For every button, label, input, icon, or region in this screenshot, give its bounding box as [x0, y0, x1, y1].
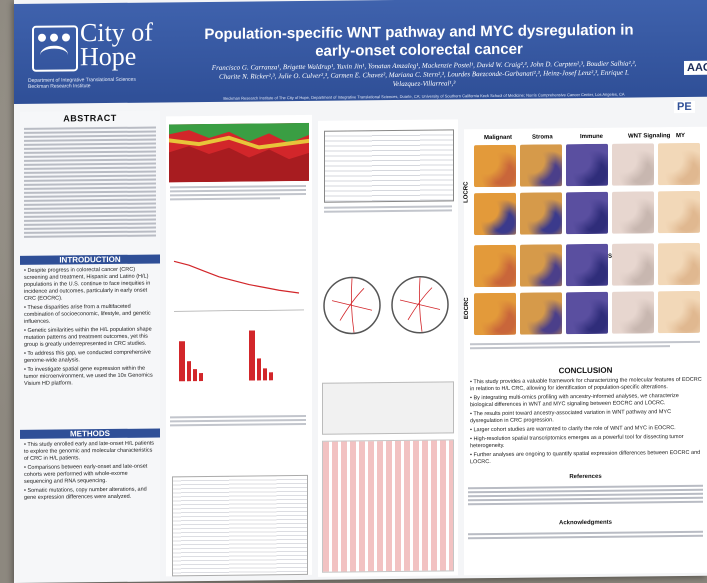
aacr-logo: AAC [684, 60, 707, 75]
methods-bullet: • Comparisons between early-onset and la… [24, 463, 148, 485]
column-spatial: Malignant Stroma Immune WNT Signaling MY LOC… [463, 126, 707, 576]
mutation-lollipop-figure [173, 260, 304, 312]
spatial-tissue-grid [474, 142, 707, 341]
spatial-column-label: MY [676, 132, 685, 140]
intro-bullet: • To investigate spatial gene expression… [24, 365, 153, 387]
tissue-tile [566, 143, 608, 187]
methods-bullet: • This study enrolled early and late-ons… [24, 440, 155, 462]
pe-logo: PE [674, 100, 695, 114]
introduction-bullets: • Despite progress in colorectal cancer … [24, 267, 156, 428]
column-left: ABSTRACT INTRODUCTION • Despite progress… [20, 110, 160, 582]
tissue-tile [520, 244, 562, 287]
tissue-tile [612, 291, 654, 334]
spatial-column-label: WNT Signaling [628, 133, 671, 140]
pathway-diagram [322, 381, 454, 435]
conclusion-heading: CONCLUSION [464, 364, 707, 377]
author-list: Francisco G. Carranza¹, Brigette Waldrup… [211, 59, 637, 89]
family-figures-icon [32, 25, 78, 72]
tissue-tile [566, 191, 608, 235]
tissue-tile [658, 290, 700, 334]
gene-heatmap-table [322, 439, 454, 573]
conclusion-bullet: • By integrating multi-omics profiling w… [470, 393, 679, 409]
methods-heading: METHODS [20, 428, 160, 439]
tissue-tile [566, 243, 608, 287]
spatial-column-label: Malignant [484, 134, 512, 142]
tissue-tile [520, 192, 562, 235]
row-label-eocrc: EOCRC [463, 297, 470, 320]
intro-bullet: • To address this gap, we conducted comp… [24, 349, 151, 364]
abstract-text [24, 125, 156, 240]
tissue-tile [658, 190, 700, 234]
logo-department: Department of Integrative Translational … [28, 76, 136, 90]
tissue-tile [612, 191, 654, 234]
methods-bullets: • This study enrolled early and late-ons… [24, 441, 156, 580]
introduction-heading: INTRODUCTION [20, 254, 160, 265]
research-poster: City of Hope Department of Integrative T… [14, 0, 707, 583]
spatial-column-label: Stroma [532, 134, 553, 141]
row-label-locrc: LOCRC [463, 181, 470, 203]
logo-wordmark: City of Hope [80, 17, 153, 72]
conclusion-bullet: • High-resolution spatial transcriptomic… [470, 433, 684, 450]
intro-bullet: • Genetic similarities within the H/L po… [24, 326, 152, 348]
column-figures-2 [318, 119, 458, 577]
column-figures-1 [166, 114, 312, 577]
spatial-column-label: Immune [580, 133, 604, 141]
acknowledgments-text [468, 529, 703, 541]
poster-header: City of Hope Department of Integrative T… [14, 0, 707, 105]
conclusion-bullet: • The results point toward ancestry-asso… [470, 409, 672, 425]
conclusion-bullet: • Larger cohort studies are warranted to… [470, 425, 676, 434]
summary-table [324, 129, 454, 203]
intro-bullet: • These disparities arise from a multifa… [24, 303, 151, 325]
tissue-tile [474, 244, 516, 288]
tissue-tile [474, 292, 516, 336]
tissue-tile [474, 192, 516, 236]
tissue-tile [658, 242, 700, 286]
tissue-tile [520, 144, 562, 187]
conclusion-bullet: • Further analyses are ongoing to quanti… [470, 449, 701, 466]
methods-bullet: • Somatic mutations, copy number alterat… [24, 486, 147, 501]
conclusion-bullet: • This study provides a valuable framewo… [470, 376, 702, 393]
intro-bullet: • Despite progress in colorectal cancer … [24, 266, 151, 302]
city-of-hope-logo: City of Hope Department of Integrative T… [24, 14, 169, 101]
conclusion-bullets: • This study provides a valuable framewo… [470, 377, 703, 471]
poster-title: Population-specific WNT pathway and MYC … [204, 21, 634, 60]
tissue-tile [566, 291, 608, 335]
acknowledgments-heading: Acknowledgments [464, 518, 707, 528]
tissue-tile [612, 243, 654, 286]
references-text [468, 483, 703, 507]
tissue-tile [474, 144, 516, 188]
references-heading: References [464, 472, 707, 482]
circos-plots [323, 275, 449, 335]
abstract-heading: ABSTRACT [63, 112, 117, 124]
heatmap-figure [169, 122, 309, 183]
mutation-frequency-bars [179, 330, 273, 382]
tissue-tile [520, 292, 562, 335]
tissue-tile [658, 142, 700, 186]
data-table [172, 474, 308, 577]
tissue-tile [612, 143, 654, 186]
